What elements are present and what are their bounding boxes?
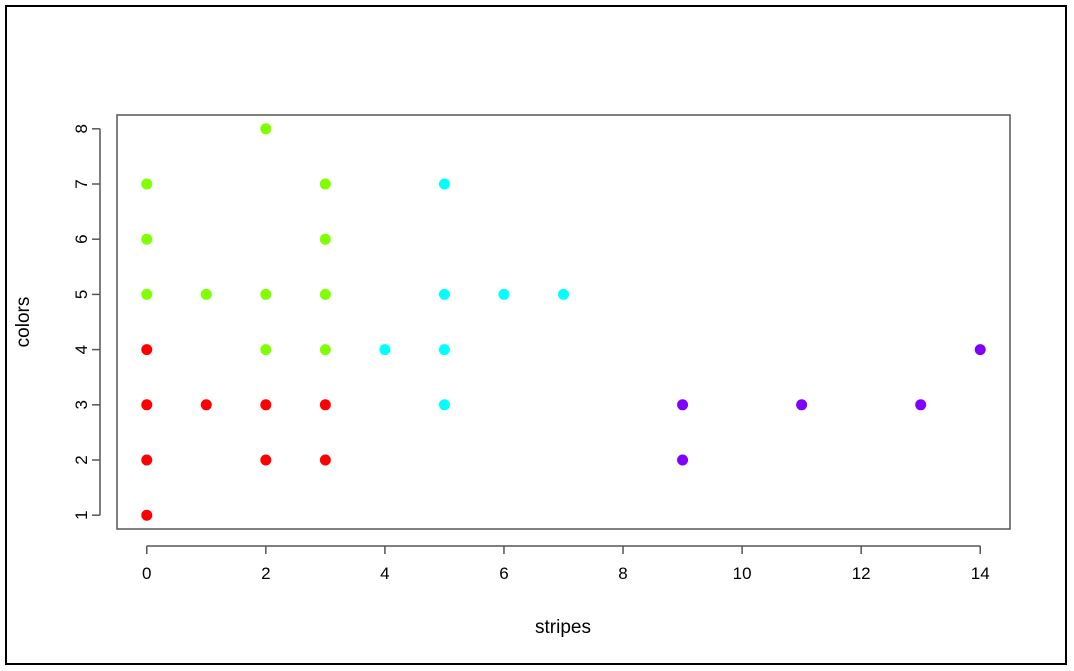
data-point [677,454,689,466]
data-point [260,399,272,411]
y-tick-label: 1 [72,510,91,519]
data-point [141,178,153,190]
data-point [438,399,450,411]
y-tick-label: 2 [72,455,91,464]
data-point [319,344,331,356]
x-tick-label: 8 [618,564,627,583]
data-point [915,399,927,411]
data-point [319,178,331,190]
data-point [141,399,153,411]
plot-box [116,114,1011,530]
y-axis-title: colors [13,297,34,348]
data-point [200,399,212,411]
data-point [319,454,331,466]
x-tick-label: 10 [733,564,752,583]
x-tick-label: 0 [142,564,151,583]
x-tick-label: 12 [852,564,871,583]
data-point [260,454,272,466]
data-point [319,233,331,245]
x-tick-label: 14 [971,564,990,583]
data-points [141,123,986,521]
data-point [319,288,331,300]
data-point [319,399,331,411]
y-tick-label: 4 [72,345,91,354]
data-point [558,288,569,300]
data-point [796,399,808,411]
x-axis-title: stripes [535,617,591,638]
x-tick-label: 6 [499,564,508,583]
data-point [141,509,153,521]
data-point [260,123,272,135]
y-tick-label: 3 [72,400,91,409]
data-point [677,399,689,411]
data-point [379,344,391,356]
y-tick-label: 7 [72,179,91,188]
data-point [200,288,212,300]
x-tick-label: 4 [380,564,389,583]
data-point [438,344,450,356]
data-point [974,344,986,356]
data-point [141,454,153,466]
data-point [141,288,153,300]
data-point [260,288,272,300]
x-tick-label: 2 [261,564,270,583]
data-point [498,288,510,300]
data-point [438,288,450,300]
data-point [260,344,272,356]
data-point [438,178,450,190]
y-tick-label: 6 [72,234,91,243]
data-point [141,344,153,356]
y-tick-label: 5 [72,290,91,299]
y-tick-label: 8 [72,124,91,133]
data-point [141,233,153,245]
